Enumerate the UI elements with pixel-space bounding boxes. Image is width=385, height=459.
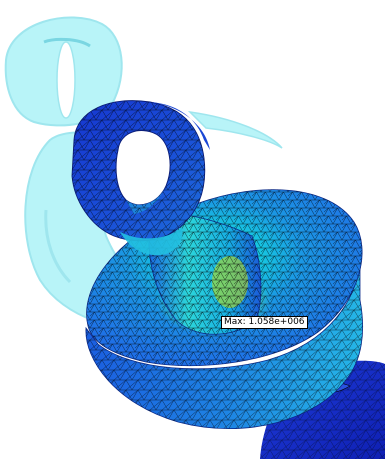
max-stress-probe-label: Max: 1.058e+006 — [221, 316, 308, 329]
undeformed-ghost-shape — [4, 16, 283, 330]
eyebolt-head — [71, 100, 210, 256]
